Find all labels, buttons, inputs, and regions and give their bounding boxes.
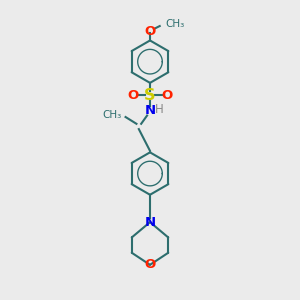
Text: O: O <box>161 89 173 102</box>
Text: CH₃: CH₃ <box>102 110 121 120</box>
Text: O: O <box>127 89 139 102</box>
Text: N: N <box>144 216 156 229</box>
Text: S: S <box>144 88 156 103</box>
Text: N: N <box>144 104 156 117</box>
Text: CH₃: CH₃ <box>166 19 185 29</box>
Text: O: O <box>144 258 156 271</box>
Text: H: H <box>155 103 164 116</box>
Text: O: O <box>144 25 156 38</box>
